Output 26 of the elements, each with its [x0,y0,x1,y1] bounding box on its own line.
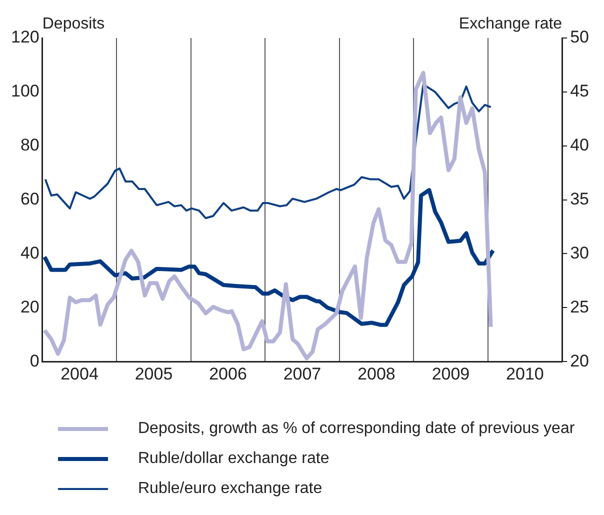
legend-label: Ruble/dollar exchange rate [138,450,330,468]
x-tick-label: 2005 [134,364,173,384]
y-tick-label: 120 [10,28,40,47]
y-tick-label: 60 [20,189,40,208]
x-tick-label: 2004 [60,364,98,384]
y-tick-label: 0 [30,351,40,370]
legend-label: Deposits, growth as % of corresponding date of previous year [138,420,575,438]
x-tick-label: 2008 [358,364,396,384]
legend-label: Ruble/euro exchange rate [138,480,322,498]
y2-axis-title: Exchange rate [458,15,562,32]
y-tick-label: 100 [10,82,40,101]
x-tick-label: 2007 [283,364,322,384]
y2-tick-label: 30 [570,243,590,262]
y2-tick-label: 20 [570,351,590,370]
y-tick-label: 80 [20,136,40,155]
y-axis-title: Deposits [42,15,105,32]
y2-tick-label: 45 [570,82,590,101]
y2-tick-label: 40 [570,136,590,155]
y2-tick-label: 50 [570,28,590,47]
y-tick-label: 20 [20,297,40,316]
x-tick-label: 2006 [209,364,247,384]
y2-tick-label: 35 [570,189,590,208]
x-tick-label: 2010 [506,364,544,384]
y2-tick-label: 25 [570,297,590,316]
x-tick-label: 2009 [432,364,470,384]
y-tick-label: 40 [20,243,40,262]
